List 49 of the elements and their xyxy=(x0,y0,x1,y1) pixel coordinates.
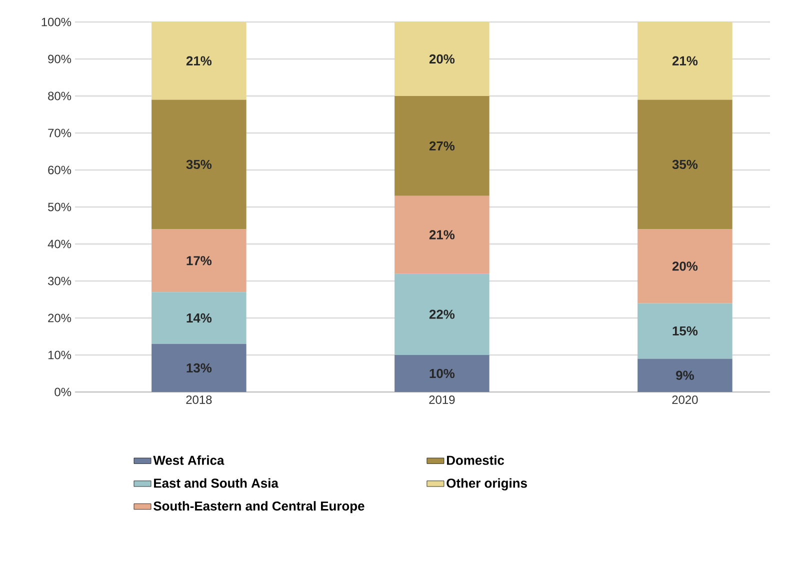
bar xyxy=(394,355,490,392)
legend-label: South-Eastern and Central Europe xyxy=(154,501,364,514)
bar xyxy=(638,229,732,304)
bar xyxy=(152,22,246,100)
bar xyxy=(152,229,246,292)
y-tick-label: 70% xyxy=(48,128,72,138)
x-tick-label: 2020 xyxy=(672,396,698,404)
data-label: 22% xyxy=(429,310,455,319)
data-label: 20% xyxy=(429,54,455,64)
y-tick-label: 20% xyxy=(48,314,72,322)
data-label: 20% xyxy=(672,262,698,271)
y-tick-label: 100% xyxy=(42,18,72,26)
bar xyxy=(394,22,490,96)
data-label: 15% xyxy=(672,326,698,336)
data-label: 35% xyxy=(672,160,698,170)
data-label: 17% xyxy=(186,256,212,266)
y-tick-label: 10% xyxy=(48,350,72,360)
bar xyxy=(394,196,490,274)
y-tick-label: 30% xyxy=(48,276,72,286)
bar xyxy=(152,100,246,230)
data-label: 35% xyxy=(186,160,212,170)
data-label: 10% xyxy=(430,368,455,378)
y-tick-label: 40% xyxy=(48,240,72,248)
legend-label: Other origins xyxy=(446,478,527,490)
y-tick-label: 80% xyxy=(48,92,72,100)
data-label: 14% xyxy=(186,313,212,323)
bar xyxy=(152,292,246,344)
y-tick-label: 60% xyxy=(48,166,72,174)
bar xyxy=(638,100,732,230)
data-label: 21% xyxy=(186,56,212,66)
data-label: 21% xyxy=(672,56,698,66)
data-label: 27% xyxy=(429,141,455,151)
bar xyxy=(152,344,246,392)
legend-label: West Africa xyxy=(153,455,224,465)
y-tick-label: 0% xyxy=(54,388,72,396)
legend-label: Domestic xyxy=(447,455,504,465)
x-tick-label: 2018 xyxy=(186,396,212,404)
bar xyxy=(394,274,490,355)
bar xyxy=(638,303,732,359)
bar xyxy=(394,96,490,196)
x-tick-label: 2019 xyxy=(429,396,455,404)
legend-label: East and South Asia xyxy=(154,478,278,488)
bar xyxy=(638,22,732,100)
data-label: 13% xyxy=(186,363,212,373)
data-label: 9% xyxy=(676,370,694,380)
y-tick-label: 90% xyxy=(48,54,72,64)
data-label: 21% xyxy=(429,230,455,240)
y-tick-label: 50% xyxy=(48,202,72,212)
bar xyxy=(638,358,732,392)
